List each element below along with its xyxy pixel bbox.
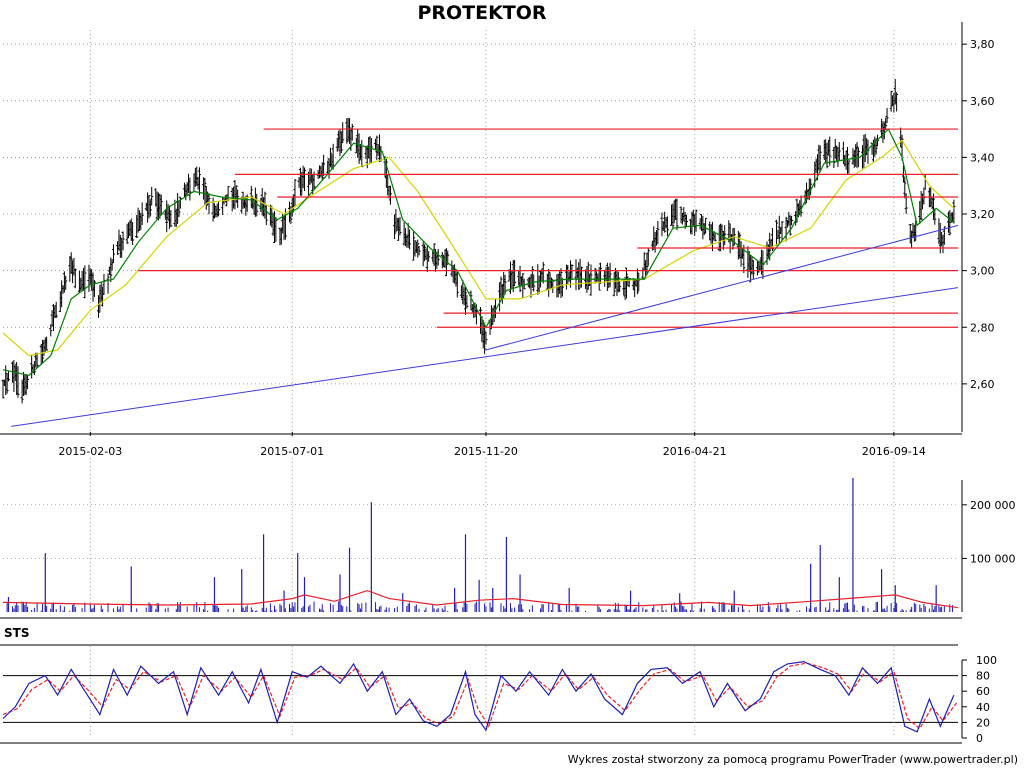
volume-panel: 100 000 200 000 [0,458,1016,619]
footer-credit: Wykres został stworzony za pomocą progra… [567,753,1018,766]
sts-k-line [2,660,955,733]
price-x-tick-label: 2015-07-01 [260,445,324,458]
ohlc-bars [1,78,956,404]
chart-title: PROTEKTOR [417,2,547,24]
price-y-tick-label: 3,60 [970,95,995,108]
volume-y-tick-label: 100 000 [970,552,1016,565]
price-trend-line [485,224,959,351]
sts-y-tick-label: 40 [976,701,990,714]
price-y-tick-label: 3,20 [970,208,995,221]
sts-label: STS [4,626,29,640]
volume-y-tick-label: 200 000 [970,499,1016,512]
volume-bars [6,478,954,612]
price-x-tick-label: 2016-04-21 [663,445,727,458]
price-y-tick-label: 3,40 [970,151,995,164]
price-y-tick-label: 2,80 [970,321,995,334]
volume-ma-line [2,589,959,609]
price-x-tick-label: 2015-02-03 [58,445,122,458]
price-x-tick-label: 2016-09-14 [862,445,926,458]
sts-y-tick-label: 100 [976,654,997,667]
sts-panel: STS 0 20 40 60 80 100 [0,626,997,745]
sts-y-tick-label: 80 [976,670,990,683]
price-y-tick-label: 3,80 [970,38,995,51]
price-ma-short-line [2,128,955,377]
sts-y-tick-label: 60 [976,685,990,698]
sts-d-line [2,662,958,730]
price-trend-line [11,287,959,427]
price-y-tick-label: 3,00 [970,265,995,278]
price-y-tick-label: 2,60 [970,378,995,391]
price-x-tick-label: 2015-11-20 [454,445,518,458]
sts-y-tick-label: 0 [976,732,983,745]
price-panel: 2,60 2,80 3,00 3,20 3,40 3,60 3,80 2015-02-03 20… [0,22,995,458]
sts-y-tick-label: 20 [976,716,990,729]
